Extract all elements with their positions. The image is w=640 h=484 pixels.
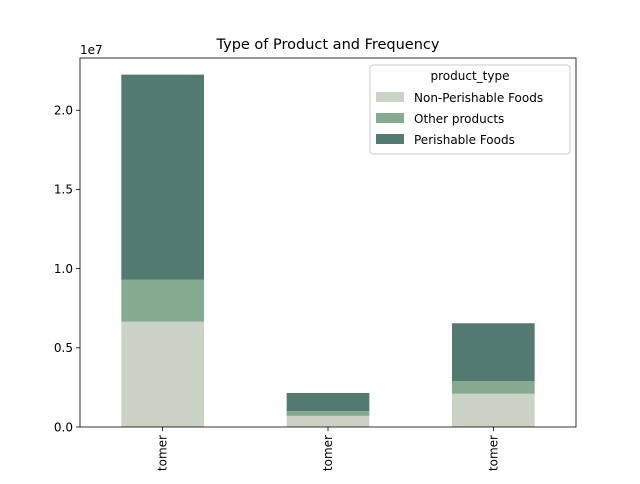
y-tick-label: 1.0 xyxy=(54,262,73,276)
legend-swatch xyxy=(376,134,404,144)
legend-swatch xyxy=(376,113,404,123)
bar-segment-non-perishable-foods-1 xyxy=(286,415,370,427)
bar-segment-non-perishable-foods-2 xyxy=(452,393,535,427)
bar-segment-perishable-foods-0 xyxy=(121,74,204,280)
bars-layer xyxy=(121,74,535,427)
legend-label: Other products xyxy=(414,112,504,126)
y-tick-label: 0.5 xyxy=(54,341,73,355)
bar-segment-other-products-2 xyxy=(452,381,535,394)
legend-label: Non-Perishable Foods xyxy=(414,91,543,105)
bar-segment-other-products-0 xyxy=(121,279,204,322)
chart-title: Type of Product and Frequency xyxy=(216,37,440,53)
y-tick-label: 0.0 xyxy=(54,420,73,434)
legend-swatch xyxy=(376,92,404,102)
axes-layer: tomer tomer tomer 0.0 0.5 1.0 1.5 2.0 xyxy=(54,57,577,471)
legend-title: product_type xyxy=(431,69,510,83)
y-tick-label: 2.0 xyxy=(54,104,73,118)
x-tick-label: tomer xyxy=(321,435,335,471)
legend-label: Perishable Foods xyxy=(414,133,515,147)
bar-segment-other-products-1 xyxy=(286,411,370,416)
legend-box xyxy=(369,64,571,155)
bar-segment-perishable-foods-1 xyxy=(286,392,370,412)
x-tick-label: tomer xyxy=(486,435,500,471)
x-tick-label: tomer xyxy=(156,435,170,471)
legend: product_type Non-Perishable Foods Other pr… xyxy=(369,64,571,155)
bar-segment-non-perishable-foods-0 xyxy=(121,321,204,427)
y-offset-label: 1e7 xyxy=(80,43,103,57)
plot-frame xyxy=(79,57,577,428)
bar-segment-perishable-foods-2 xyxy=(452,323,535,382)
y-tick-label: 1.5 xyxy=(54,183,73,197)
